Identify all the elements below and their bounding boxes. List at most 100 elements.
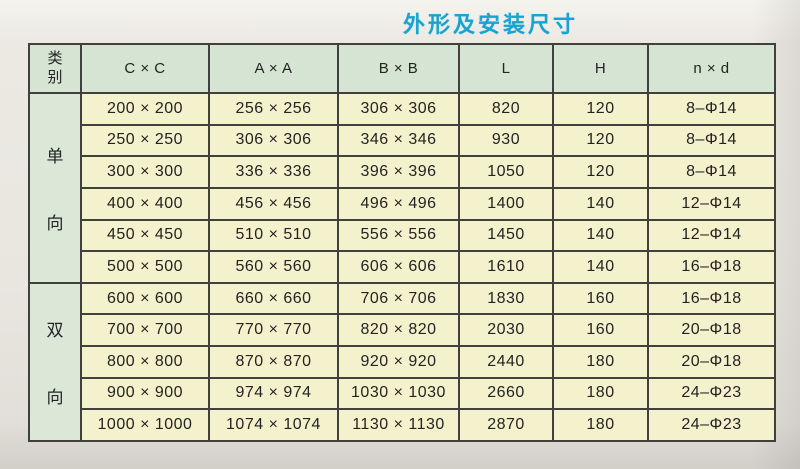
table-cell: 560 × 560 xyxy=(208,250,339,284)
table-cell: 20–Φ18 xyxy=(647,345,776,379)
column-header-label: H xyxy=(594,60,607,77)
table-row: 400 × 400 456 × 456 496 × 496 1400 140 12–Φ14 xyxy=(29,186,776,221)
table-row: 单向 200 × 200 256 × 256 306 × 306 820 120 8–Φ14 xyxy=(28,92,776,284)
column-header-label: C × C xyxy=(124,60,166,77)
table-cell: 336 × 336 xyxy=(208,155,339,189)
column-header: H xyxy=(552,43,649,94)
table-cell: 160 xyxy=(552,313,649,347)
table-cell: 500 × 500 xyxy=(80,250,210,284)
column-header: L xyxy=(458,43,554,94)
table-cell: 8–Φ14 xyxy=(647,155,776,189)
table-cell: 1000 × 1000 xyxy=(80,408,210,442)
column-header-label: A × A xyxy=(254,60,293,77)
table-cell: 346 × 346 xyxy=(337,123,460,158)
table-row: 900 × 900 974 × 974 1030 × 1030 2660 180 24–Φ… xyxy=(29,376,776,411)
table-cell: 1450 xyxy=(458,218,554,253)
table-cell: 120 xyxy=(552,155,649,189)
table-cell: 1050 xyxy=(458,155,554,189)
table-cell: 12–Φ14 xyxy=(647,186,776,221)
table-cell: 20–Φ18 xyxy=(647,313,776,347)
table-cell: 24–Φ23 xyxy=(647,376,776,411)
table-cell: 8–Φ14 xyxy=(647,92,776,126)
table-cell: 140 xyxy=(552,218,649,253)
table-cell: 120 xyxy=(552,123,649,158)
table-cell: 160 xyxy=(552,281,649,316)
table-row: 双向 600 × 600 660 × 660 706 × 706 1830 160 16–Φ… xyxy=(28,281,776,443)
table-cell: 180 xyxy=(552,345,649,379)
table-cell: 770 × 770 xyxy=(208,313,339,347)
table-cell: 920 × 920 xyxy=(337,345,460,379)
column-header-label: B × B xyxy=(378,60,419,77)
table-cell: 930 xyxy=(458,123,554,158)
table-cell: 496 × 496 xyxy=(337,186,460,221)
table-cell: 456 × 456 xyxy=(208,186,339,221)
category-char: 双 xyxy=(46,320,64,340)
table-row: 800 × 800 870 × 870 920 × 920 2440 180 20–Φ18 xyxy=(29,345,776,379)
table-cell: 2030 xyxy=(458,313,554,347)
row-group-label: 单向 xyxy=(28,92,82,284)
row-group-label-text: 单向 xyxy=(30,94,80,282)
table-cell: 700 × 700 xyxy=(80,313,210,347)
category-char: 向 xyxy=(46,213,64,233)
table-cell: 1400 xyxy=(458,186,554,221)
column-header: n × d xyxy=(647,43,776,94)
table-cell: 1030 × 1030 xyxy=(337,376,460,411)
table-cell: 450 × 450 xyxy=(80,218,210,253)
table-cell: 974 × 974 xyxy=(208,376,339,411)
table-cell: 140 xyxy=(552,186,649,221)
table-cell: 820 xyxy=(458,92,554,126)
table-cell: 606 × 606 xyxy=(337,250,460,284)
table-cell: 1610 xyxy=(458,250,554,284)
table-cell: 1830 xyxy=(458,281,554,316)
table-cell: 800 × 800 xyxy=(80,345,210,379)
table-cell: 256 × 256 xyxy=(208,92,339,126)
table-cell: 12–Φ14 xyxy=(647,218,776,253)
category-char: 单 xyxy=(46,146,64,166)
row-group-label: 双向 xyxy=(28,281,82,443)
table-cell: 706 × 706 xyxy=(337,281,460,316)
table-row: 700 × 700 770 × 770 820 × 820 2030 160 20–Φ18 xyxy=(29,313,776,347)
table-cell: 1074 × 1074 xyxy=(208,408,339,442)
table-cell: 396 × 396 xyxy=(337,155,460,189)
table-cell: 16–Φ18 xyxy=(647,250,776,284)
table-cell: 660 × 660 xyxy=(208,281,339,316)
table-cell: 306 × 306 xyxy=(337,92,460,126)
table-cell: 2870 xyxy=(458,408,554,442)
table-row: 250 × 250 306 × 306 346 × 346 930 120 8–Φ14 xyxy=(29,123,776,158)
table-cell: 300 × 300 xyxy=(80,155,210,189)
table-cell: 16–Φ18 xyxy=(647,281,776,316)
table-cell: 870 × 870 xyxy=(208,345,339,379)
column-header: B × B xyxy=(337,43,460,94)
table-body: 单向 200 × 200 256 × 256 306 × 306 820 120 8–Φ14… xyxy=(28,92,776,443)
column-header-label: 类别 xyxy=(47,49,63,86)
table-cell: 180 xyxy=(552,408,649,442)
column-header: A × A xyxy=(208,43,339,94)
table-cell: 180 xyxy=(552,376,649,411)
table-cell: 1130 × 1130 xyxy=(337,408,460,442)
table-cell: 120 xyxy=(552,92,649,126)
table-cell: 250 × 250 xyxy=(80,123,210,158)
table-cell: 400 × 400 xyxy=(80,186,210,221)
column-header: 类别 xyxy=(28,43,82,94)
table-cell: 600 × 600 xyxy=(80,281,210,316)
table-row: 500 × 500 560 × 560 606 × 606 1610 140 16–Φ18 xyxy=(29,250,776,284)
table-cell: 556 × 556 xyxy=(337,218,460,253)
table-cell: 510 × 510 xyxy=(208,218,339,253)
column-header-label: L xyxy=(501,60,511,77)
table-cell: 200 × 200 xyxy=(80,92,210,126)
table-cell: 24–Φ23 xyxy=(647,408,776,442)
column-header-label: n × d xyxy=(693,60,730,77)
page-title: 外形及安装尺寸 xyxy=(403,12,579,37)
column-header: C × C xyxy=(80,43,210,94)
table-cell: 306 × 306 xyxy=(208,123,339,158)
table-cell: 900 × 900 xyxy=(80,376,210,411)
table-cell: 2440 xyxy=(458,345,554,379)
table-cell: 2660 xyxy=(458,376,554,411)
table-cell: 8–Φ14 xyxy=(647,123,776,158)
table-cell: 820 × 820 xyxy=(337,313,460,347)
table-row: 450 × 450 510 × 510 556 × 556 1450 140 12–Φ14 xyxy=(29,218,776,253)
table-cell: 140 xyxy=(552,250,649,284)
